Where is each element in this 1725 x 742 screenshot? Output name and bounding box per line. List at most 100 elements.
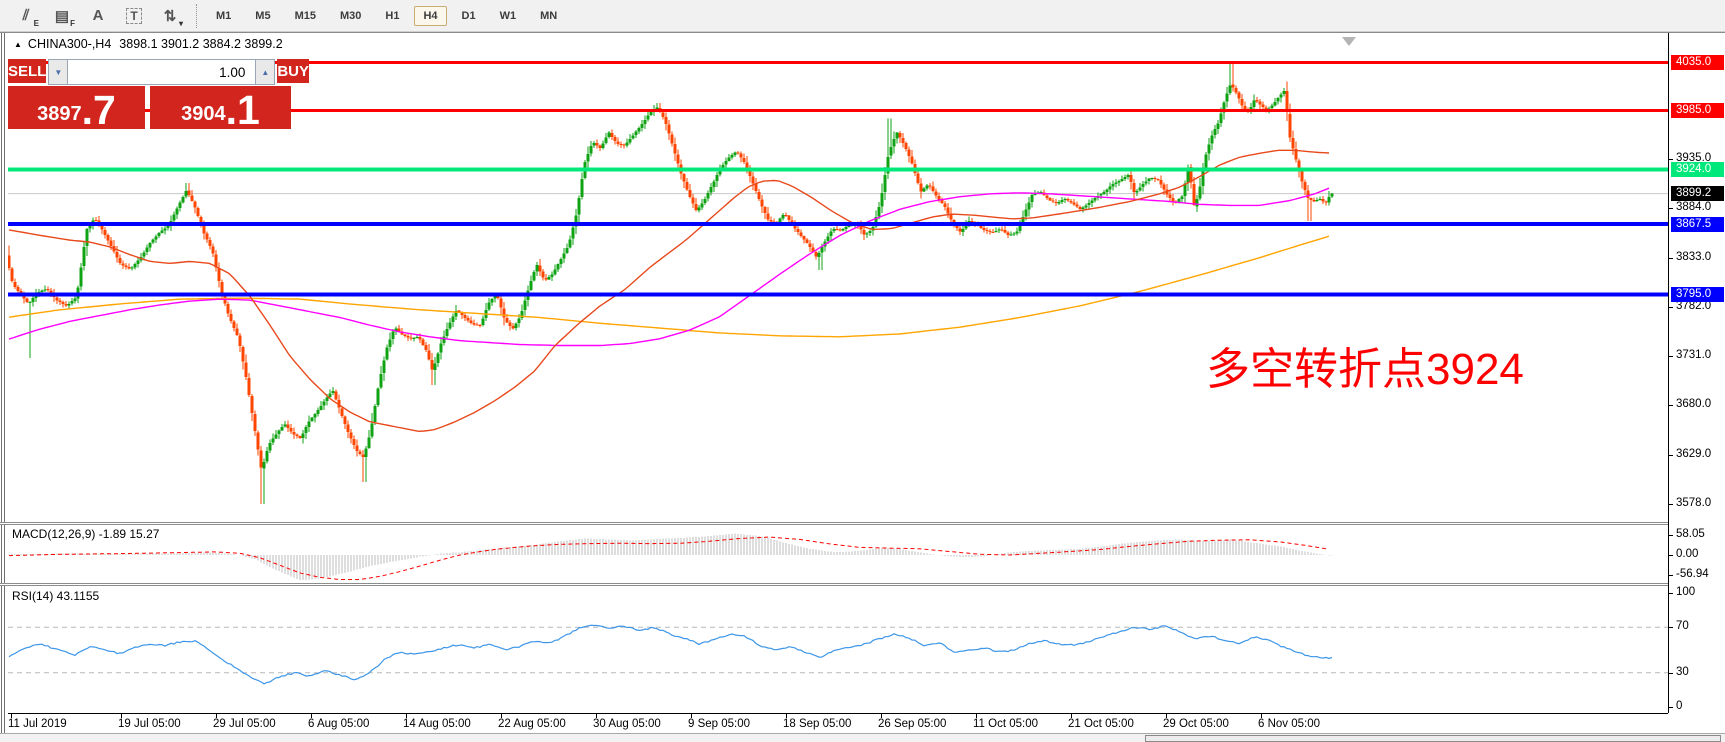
sell-button[interactable]: SELL xyxy=(8,59,47,85)
price-axis-tick xyxy=(1669,159,1673,160)
sell-price-display[interactable]: 3897 .7 xyxy=(8,86,145,133)
volume-increase-button[interactable]: ▲ xyxy=(255,59,276,85)
chart-title: ▲ CHINA300-,H4 3898.1 3901.2 3884.2 3899… xyxy=(14,37,283,51)
time-axis-tick-label: 29 Oct 05:00 xyxy=(1163,718,1229,730)
macd-axis-tick-label: -56.94 xyxy=(1676,567,1709,580)
macd-axis-tick-label: 58.05 xyxy=(1676,527,1705,540)
time-axis-tick xyxy=(121,714,122,718)
timeframe-M1-button[interactable]: M1 xyxy=(216,9,232,22)
price-level-badge: 3867.5 xyxy=(1671,216,1724,232)
time-axis-tick xyxy=(11,714,12,718)
toolbar-tools: ⫽ E ▤ F A T ⇅ ▾ xyxy=(10,3,190,29)
timeframe-toolbar: M1 M5 M15 M30 H1 H4 D1 W1 MN xyxy=(207,5,572,26)
time-axis-tick xyxy=(596,714,597,718)
buy-button[interactable]: BUY xyxy=(277,59,310,85)
price-axis-tick-label: 3935.0 xyxy=(1676,152,1712,164)
timeframe-M15-button[interactable]: M15 xyxy=(294,9,316,22)
ma-mid-line xyxy=(8,187,1330,347)
time-axis-tick-label: 6 Aug 05:00 xyxy=(308,718,370,730)
text-label-icon[interactable]: A xyxy=(92,7,104,24)
timeframe-H4-button[interactable]: H4 xyxy=(414,5,447,26)
rsi-axis-tick xyxy=(1669,593,1673,594)
sell-price-fraction: .7 xyxy=(81,87,116,133)
price-axis: 3935.0 3884.0 3833.0 3782.0 3731.0 3680.0 3629… xyxy=(1668,33,1725,713)
time-axis-tick-label: 11 Oct 05:00 xyxy=(973,718,1038,730)
price-axis-tick-label: 3731.0 xyxy=(1676,349,1712,362)
price-level-badge: 4035.0 xyxy=(1671,54,1724,70)
time-axis-tick xyxy=(1166,714,1167,718)
time-axis-tick-label: 9 Sep 05:00 xyxy=(688,718,751,730)
chart-text-annotation[interactable]: 多空转折点3924 xyxy=(1206,345,1524,394)
one-click-trading-panel: SELL ▼ ▲ BUY 3897 .7 3904 .1 xyxy=(8,59,310,133)
timeframe-MN-button[interactable]: MN xyxy=(540,9,558,22)
price-axis-tick xyxy=(1669,405,1673,407)
rsi-axis-tick-label: 70 xyxy=(1676,620,1689,633)
buy-price-display[interactable]: 3904 .1 xyxy=(150,86,291,131)
time-axis-tick xyxy=(501,714,502,718)
price-axis-tick xyxy=(1669,208,1673,210)
price-axis-tick-label: 3782.0 xyxy=(1676,299,1712,312)
timeframe-H1-button[interactable]: H1 xyxy=(385,9,400,22)
macd-axis-tick xyxy=(1669,534,1673,536)
horizontal-scrollbar[interactable] xyxy=(0,733,1725,742)
window-left-border xyxy=(1,33,5,733)
chart-ohlc-quote: 3898.1 3901.2 3884.2 3899.2 xyxy=(119,37,283,51)
chart-shift-marker-icon[interactable] xyxy=(1342,37,1356,46)
time-axis-tick-label: 6 Nov 05:00 xyxy=(1258,718,1321,730)
buy-price-main: 3904 xyxy=(181,103,226,125)
rsi-axis-tick xyxy=(1669,707,1673,708)
equidistant-channel-icon[interactable]: ⫽ E xyxy=(22,7,39,28)
price-axis-tick-label: 3629.0 xyxy=(1676,447,1712,460)
price-axis-tick-label: 3578.0 xyxy=(1676,496,1712,509)
time-axis-tick xyxy=(691,714,692,718)
time-axis-tick xyxy=(881,714,882,718)
time-axis-tick-label: 11 Jul 2019 xyxy=(8,718,67,730)
fibonacci-retracement-icon[interactable]: ▤ F xyxy=(54,7,75,28)
ma-slow-line xyxy=(8,235,1330,338)
timeframe-W1-button[interactable]: W1 xyxy=(499,9,517,22)
sell-price-main: 3897 xyxy=(37,103,82,125)
arrow-objects-icon[interactable]: ⇅ ▾ xyxy=(163,7,183,28)
macd-pane xyxy=(8,533,1333,581)
price-level-badge: 3985.0 xyxy=(1671,103,1724,119)
rsi-label: RSI(14) 43.1155 xyxy=(12,589,100,603)
top-toolbar: ⫽ E ▤ F A T ⇅ ▾ M1 M5 M15 M30 H1 H4 D1 W1 MN xyxy=(0,0,1725,32)
rsi-axis-tick-label: 0 xyxy=(1676,700,1683,712)
rsi-axis-tick-label: 100 xyxy=(1676,586,1696,598)
time-axis-tick-label: 14 Aug 05:00 xyxy=(403,718,471,730)
time-axis-tick-label: 18 Sep 05:00 xyxy=(783,718,852,730)
horizontal-scrollbar-thumb[interactable] xyxy=(1145,735,1721,742)
collapse-panel-icon[interactable]: ▲ xyxy=(14,39,22,49)
time-axis-tick xyxy=(216,714,217,718)
volume-spinner: ▼ ▲ xyxy=(46,59,277,85)
rsi-line xyxy=(8,624,1333,685)
timeframe-M5-button[interactable]: M5 xyxy=(255,9,271,22)
current-price-badge: 3899.2 xyxy=(1671,186,1724,202)
time-axis-tick xyxy=(406,714,407,718)
text-icon[interactable]: T xyxy=(118,3,150,29)
volume-input[interactable] xyxy=(68,59,256,85)
time-axis-tick xyxy=(976,714,977,718)
chart-window xyxy=(0,32,1725,742)
rsi-axis-tick-label: 30 xyxy=(1676,665,1689,678)
macd-axis-tick xyxy=(1669,555,1673,556)
macd-axis-tick xyxy=(1669,574,1673,576)
price-axis-tick xyxy=(1669,503,1673,505)
time-axis-tick xyxy=(1261,714,1262,718)
macd-histogram xyxy=(8,533,1333,581)
price-axis-tick xyxy=(1669,454,1673,456)
time-axis-tick-label: 21 Oct 05:00 xyxy=(1068,718,1134,730)
rsi-axis-tick xyxy=(1669,672,1673,674)
time-axis-tick-label: 19 Jul 05:00 xyxy=(118,718,181,730)
timeframe-D1-button[interactable]: D1 xyxy=(461,9,476,22)
volume-decrease-button[interactable]: ▼ xyxy=(48,59,69,85)
pane-separator[interactable] xyxy=(0,522,1725,525)
macd-signal-line xyxy=(8,536,1330,580)
pane-separator[interactable] xyxy=(0,583,1725,586)
toolbar-separator xyxy=(196,3,197,28)
timeframe-M30-button[interactable]: M30 xyxy=(339,9,362,22)
ma-fast-line xyxy=(8,149,1330,433)
price-axis-tick xyxy=(1669,356,1673,358)
time-axis-tick-label: 29 Jul 05:00 xyxy=(213,718,276,730)
